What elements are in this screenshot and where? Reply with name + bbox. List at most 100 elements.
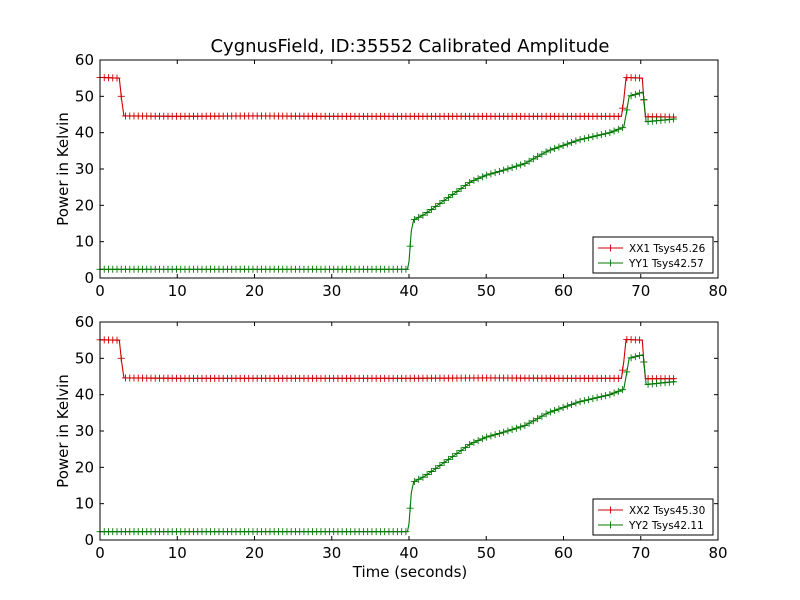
- legend-label: YY2 Tsys42.11: [628, 520, 704, 532]
- x-tick-label: 30: [322, 282, 341, 300]
- data-point: [559, 404, 567, 412]
- data-point: [466, 441, 474, 449]
- y-tick-label: 30: [75, 160, 94, 178]
- data-point: [538, 412, 546, 420]
- data-point: [415, 475, 423, 483]
- x-tick-label: 80: [708, 544, 727, 562]
- data-point: [483, 171, 491, 179]
- data-point: [495, 429, 503, 437]
- y-tick-label: 60: [75, 313, 94, 331]
- series-group: [96, 335, 678, 536]
- x-tick-label: 70: [631, 544, 650, 562]
- data-point: [563, 402, 571, 410]
- data-point: [495, 167, 503, 175]
- data-point: [113, 336, 121, 344]
- data-point: [580, 135, 588, 143]
- data-point: [534, 153, 542, 161]
- data-point: [597, 393, 605, 401]
- data-point: [444, 456, 452, 464]
- data-point: [402, 528, 410, 536]
- data-point: [614, 125, 622, 133]
- data-point: [504, 427, 512, 435]
- data-point: [449, 191, 457, 199]
- data-point: [419, 211, 427, 219]
- data-point: [474, 437, 482, 445]
- x-tick-label: 70: [631, 282, 650, 300]
- data-point: [670, 378, 678, 386]
- x-tick-label: 50: [477, 544, 496, 562]
- data-point: [478, 173, 486, 181]
- data-point: [593, 132, 601, 140]
- legend-box: [592, 236, 714, 274]
- data-point: [546, 146, 554, 154]
- data-point: [559, 142, 567, 150]
- data-point: [410, 215, 418, 223]
- data-point: [474, 175, 482, 183]
- data-point: [606, 391, 614, 399]
- legend-marker: [607, 506, 614, 514]
- data-point: [568, 401, 576, 409]
- series-group: [96, 73, 678, 273]
- x-tick-label: 30: [322, 544, 341, 562]
- data-point: [461, 182, 469, 190]
- y-tick-label: 20: [75, 196, 94, 214]
- data-point: [631, 90, 639, 98]
- data-point: [610, 127, 618, 135]
- data-point: [440, 197, 448, 205]
- data-point: [457, 447, 465, 455]
- data-point: [619, 366, 627, 374]
- y-tick-label: 20: [75, 458, 94, 476]
- top-panel: 0 10 20 30 40 50 60 70 80 0 10 20 30 40 50 60 Power in K…: [54, 51, 728, 300]
- data-point: [542, 410, 550, 418]
- data-point: [534, 415, 542, 423]
- legend-box: [592, 498, 714, 536]
- x-tick-label: 40: [399, 282, 418, 300]
- data-point: [636, 74, 644, 82]
- data-point: [576, 398, 584, 406]
- series-markers-1: [96, 335, 678, 383]
- x-tick-label: 0: [95, 544, 105, 562]
- x-tick-label: 60: [554, 544, 573, 562]
- data-point: [419, 473, 427, 481]
- data-point: [453, 450, 461, 458]
- data-point: [631, 353, 639, 361]
- data-point: [555, 405, 563, 413]
- data-point: [619, 124, 627, 132]
- legend-label: YY1 Tsys42.57: [628, 258, 704, 270]
- data-point: [432, 203, 440, 211]
- data-point: [627, 354, 635, 362]
- data-point: [614, 112, 622, 120]
- data-point: [572, 399, 580, 407]
- data-point: [525, 157, 533, 165]
- data-point: [500, 428, 508, 436]
- data-point: [614, 387, 622, 395]
- y-tick-label: 60: [75, 51, 94, 69]
- data-point: [457, 185, 465, 193]
- data-point: [589, 133, 597, 141]
- data-point: [415, 213, 423, 221]
- data-point: [406, 242, 414, 250]
- data-point: [517, 161, 525, 169]
- data-point: [436, 200, 444, 208]
- data-point: [453, 188, 461, 196]
- x-axis-label: Time (seconds): [352, 563, 468, 581]
- chart-title: CygnusField, ID:35552 Calibrated Amplitu…: [210, 36, 609, 57]
- x-tick-label: 20: [245, 282, 264, 300]
- data-point: [619, 386, 627, 394]
- data-point: [542, 148, 550, 156]
- data-point: [113, 74, 121, 82]
- series-markers-2: [96, 89, 678, 273]
- data-point: [491, 431, 499, 439]
- data-point: [614, 374, 622, 382]
- y-tick-label: 0: [84, 269, 94, 287]
- data-point: [555, 143, 563, 151]
- y-tick-label: 50: [75, 349, 94, 367]
- data-point: [487, 432, 495, 440]
- data-point: [636, 336, 644, 344]
- data-point: [563, 140, 571, 148]
- data-point: [610, 389, 618, 397]
- x-tick-label: 80: [708, 282, 727, 300]
- legend-label: XX2 Tsys45.30: [629, 505, 705, 517]
- y-tick-label: 40: [75, 124, 94, 142]
- legend-marker: [607, 259, 614, 267]
